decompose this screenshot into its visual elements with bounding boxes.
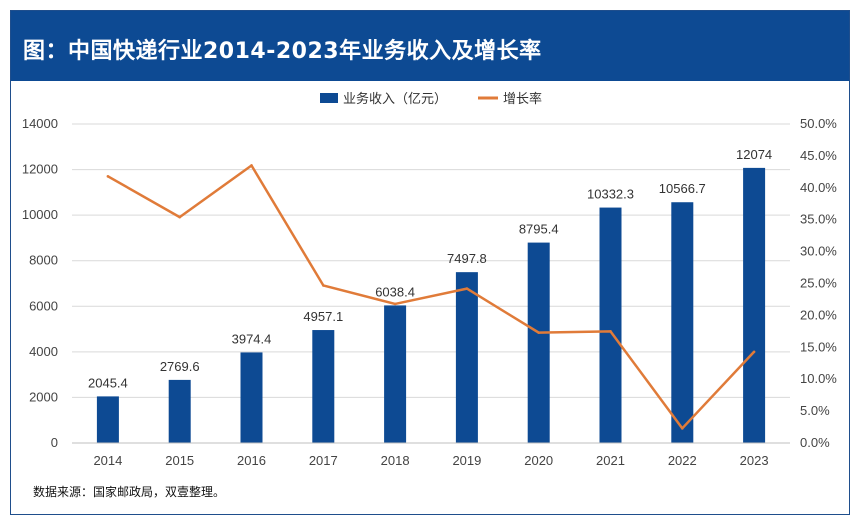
x-tick-label: 2015	[165, 453, 194, 468]
x-tick-label: 2020	[524, 453, 553, 468]
bar	[312, 330, 335, 443]
bar-data-label: 12074	[736, 147, 772, 162]
bar-data-label: 2045.4	[88, 375, 128, 390]
x-tick-label: 2018	[381, 453, 410, 468]
right-tick-label: 25.0%	[800, 276, 837, 291]
growth-rate-point	[250, 164, 253, 167]
bar	[455, 272, 478, 443]
growth-rate-point	[537, 331, 540, 334]
right-tick-label: 50.0%	[800, 116, 837, 131]
right-tick-label: 30.0%	[800, 244, 837, 259]
x-tick-label: 2022	[668, 453, 697, 468]
bar-data-label: 4957.1	[303, 309, 343, 324]
line-series	[106, 164, 756, 430]
right-tick-label: 10.0%	[800, 371, 837, 386]
left-tick-label: 4000	[29, 344, 58, 359]
bar-data-label: 7497.8	[447, 251, 487, 266]
bar-series	[96, 167, 766, 443]
data-source-note: 数据来源：国家邮政局，双壹整理。	[33, 485, 226, 499]
right-tick-label: 45.0%	[800, 148, 837, 163]
growth-rate-point	[752, 350, 756, 354]
left-tick-label: 6000	[29, 298, 58, 313]
title-banner: 图：中国快递行业2014-2023年业务收入及增长率	[11, 11, 849, 81]
bar	[527, 242, 550, 443]
left-tick-label: 14000	[22, 116, 58, 131]
bar-data-label: 3974.4	[232, 331, 272, 346]
bar-data-label: 6038.4	[375, 284, 415, 299]
chart-title: 图：中国快递行业2014-2023年业务收入及增长率	[23, 39, 542, 64]
left-axis: 0 2000 4000 6000 8000 10000 12000 14000	[22, 116, 58, 450]
right-tick-label: 20.0%	[800, 307, 837, 322]
left-tick-label: 2000	[29, 389, 58, 404]
left-tick-label: 10000	[22, 207, 58, 222]
right-tick-label: 15.0%	[800, 339, 837, 354]
x-tick-label: 2016	[237, 453, 266, 468]
bar-data-label: 2769.6	[160, 359, 200, 374]
bar	[671, 202, 694, 443]
x-tick-label: 2021	[596, 453, 625, 468]
bar	[384, 305, 407, 443]
growth-rate-point	[322, 284, 325, 287]
bar	[743, 167, 766, 443]
x-tick-label: 2014	[93, 453, 122, 468]
bar-data-label: 10566.7	[659, 181, 706, 196]
right-tick-label: 0.0%	[800, 435, 830, 450]
left-tick-label: 8000	[29, 253, 58, 268]
left-tick-label: 0	[51, 435, 58, 450]
right-tick-label: 5.0%	[800, 403, 830, 418]
right-tick-label: 40.0%	[800, 180, 837, 195]
bar	[96, 396, 119, 443]
growth-rate-point	[681, 427, 684, 430]
growth-rate-point	[609, 330, 612, 333]
legend-swatch-bar	[320, 93, 338, 103]
growth-rate-point	[178, 215, 181, 219]
bar-data-labels: 2045.4 2769.6 3974.4 4957.1 6038.4 7497.8 8795…	[88, 147, 772, 391]
legend-label-bar: 业务收入（亿元）	[343, 91, 447, 106]
legend: 业务收入（亿元） 增长率	[320, 91, 542, 106]
bar	[240, 352, 263, 443]
right-tick-label: 35.0%	[800, 212, 837, 227]
left-tick-label: 12000	[22, 162, 58, 177]
bar	[168, 379, 191, 443]
chart-frame: 图：中国快递行业2014-2023年业务收入及增长率 数据来源：国家邮政局，双壹…	[10, 10, 850, 515]
growth-rate-point	[393, 302, 397, 306]
x-tick-label: 2019	[452, 453, 481, 468]
x-tick-label: 2017	[309, 453, 338, 468]
growth-rate-point	[465, 287, 469, 290]
legend-label-line: 增长率	[503, 91, 542, 106]
x-tick-label: 2023	[740, 453, 769, 468]
x-axis: 2014 2015 2016 2017 2018 2019 2020 2021 2022 2023	[72, 442, 790, 468]
bar-data-label: 8795.4	[519, 222, 559, 237]
growth-rate-line	[107, 164, 756, 430]
growth-rate-point	[106, 175, 110, 178]
right-axis: 0.0% 5.0% 10.0% 15.0% 20.0% 25.0% 30.0% 35.0% 40…	[800, 116, 837, 450]
bar-data-label: 10332.3	[587, 187, 634, 202]
bar	[599, 207, 622, 443]
